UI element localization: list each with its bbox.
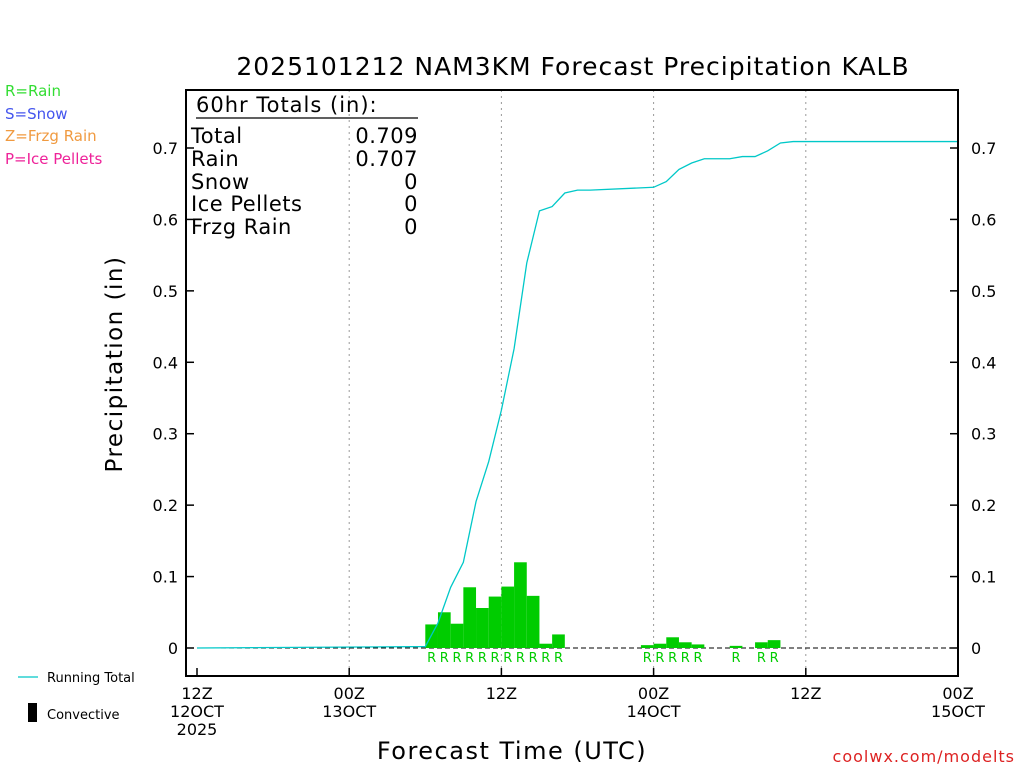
convective-bar xyxy=(437,612,451,648)
totals-label-rain: Rain xyxy=(191,147,239,171)
convective-bar xyxy=(691,644,705,648)
ptype-marker: R xyxy=(668,651,677,666)
y-tick-label: 0 xyxy=(168,639,178,658)
ptype-marker: R xyxy=(516,651,525,666)
x-tick-label: 14OCT xyxy=(627,702,681,721)
x-tick-label: 15OCT xyxy=(931,702,985,721)
convective-bar xyxy=(514,562,527,648)
y-tick-label-right: 0.5 xyxy=(971,282,996,301)
y-tick-label: 0.6 xyxy=(153,210,178,229)
totals-value-total: 0.709 xyxy=(355,124,418,148)
ptype-key-frzg-rain: Z=Frzg Rain xyxy=(5,127,97,145)
convective-bar xyxy=(767,640,781,648)
ptype-marker: R xyxy=(427,651,436,666)
convective-bar xyxy=(476,608,489,648)
totals-label-frzg-rain: Frzg Rain xyxy=(191,215,292,239)
totals-label-ice-pellets: Ice Pellets xyxy=(191,192,302,216)
ptype-marker: R xyxy=(770,651,779,666)
totals-box: 60hr Totals (in): Total 0.709 Rain 0.707… xyxy=(190,93,418,239)
legend: Running Total Convective xyxy=(18,671,135,723)
y-tick-label-right: 0.3 xyxy=(971,425,996,444)
y-axis-label: Precipitation (in) xyxy=(102,256,128,473)
convective-bar xyxy=(539,643,553,648)
ptype-marker: R xyxy=(529,651,538,666)
totals-value-ice-pellets: 0 xyxy=(404,192,418,216)
ptype-marker: R xyxy=(655,651,664,666)
legend-convective-label: Convective xyxy=(47,708,120,723)
convective-bar xyxy=(755,642,768,648)
convective-bar xyxy=(463,587,477,648)
ptype-marker: R xyxy=(452,651,461,666)
totals-label-total: Total xyxy=(190,124,243,148)
ptype-marker: R xyxy=(478,651,487,666)
y-tick-label: 0.5 xyxy=(153,282,178,301)
x-tick-label: 2025 xyxy=(177,720,218,739)
x-tick-label: 12OCT xyxy=(170,702,224,721)
convective-bar xyxy=(678,642,692,648)
y-tick-label-right: 0.2 xyxy=(971,496,996,515)
convective-bars xyxy=(425,562,781,648)
x-tick-label: 12Z xyxy=(486,684,517,703)
totals-value-snow: 0 xyxy=(404,170,418,194)
ptype-marker: R xyxy=(554,651,563,666)
y-tick-label-right: 0.4 xyxy=(971,353,996,372)
running-total-line xyxy=(196,140,958,649)
legend-running-total-label: Running Total xyxy=(47,671,135,686)
totals-rows: Total 0.709 Rain 0.707 Snow 0 Ice Pellet… xyxy=(190,124,418,239)
ptype-marker: R xyxy=(757,651,766,666)
legend-convective-swatch xyxy=(28,703,37,722)
ptype-marker: R xyxy=(681,651,690,666)
y-tick-label: 0.4 xyxy=(153,353,178,372)
x-tick-label: 00Z xyxy=(638,684,669,703)
y-ticks-left: 0 0.1 0.2 0.3 0.4 0.5 0.6 0.7 xyxy=(153,139,194,658)
ptype-key: R=Rain S=Snow Z=Frzg Rain P=Ice Pellets xyxy=(5,82,102,168)
totals-heading: 60hr Totals (in): xyxy=(196,93,378,117)
y-tick-label-right: 0 xyxy=(971,639,981,658)
convective-bar xyxy=(450,623,464,648)
convective-bar xyxy=(666,637,679,648)
x-tick-label: 12Z xyxy=(181,684,212,703)
y-tick-label: 0.7 xyxy=(153,139,178,158)
credit-text: coolwx.com/modelts xyxy=(833,747,1015,766)
y-tick-label-right: 0.1 xyxy=(971,568,996,587)
ptype-marker: R xyxy=(643,651,652,666)
y-tick-label-right: 0.7 xyxy=(971,139,996,158)
x-tick-label: 00Z xyxy=(942,684,973,703)
ptype-key-snow: S=Snow xyxy=(5,105,68,123)
convective-bar xyxy=(552,634,565,648)
convective-bar xyxy=(488,596,502,648)
convective-bar xyxy=(729,645,743,648)
y-ticks-right: 0 0.1 0.2 0.3 0.4 0.5 0.6 0.7 xyxy=(950,139,996,658)
x-tick-label: 12Z xyxy=(790,684,821,703)
convective-bar xyxy=(640,645,654,648)
ptype-key-ice-pellets: P=Ice Pellets xyxy=(5,150,102,168)
y-tick-label-right: 0.6 xyxy=(971,210,996,229)
ptype-marker: R xyxy=(491,651,500,666)
ptype-key-rain: R=Rain xyxy=(5,82,61,100)
y-tick-label: 0.1 xyxy=(153,568,178,587)
totals-value-rain: 0.707 xyxy=(355,147,418,171)
totals-label-snow: Snow xyxy=(191,170,250,194)
chart-title: 2025101212 NAM3KM Forecast Precipitation… xyxy=(236,52,909,81)
ptype-marker: R xyxy=(440,651,449,666)
ptype-marker: R xyxy=(693,651,702,666)
convective-bar xyxy=(526,595,540,648)
x-tick-label: 13OCT xyxy=(322,702,376,721)
totals-value-frzg-rain: 0 xyxy=(404,215,418,239)
convective-bar xyxy=(653,643,667,648)
ptype-marker: R xyxy=(541,651,550,666)
convective-bar xyxy=(501,586,515,648)
plot-frame xyxy=(185,89,959,677)
ptype-marker: R xyxy=(732,651,741,666)
convective-bar xyxy=(425,624,438,648)
y-tick-label: 0.2 xyxy=(153,496,178,515)
x-axis-label: Forecast Time (UTC) xyxy=(377,737,647,765)
x-tick-label: 00Z xyxy=(334,684,365,703)
y-tick-label: 0.3 xyxy=(153,425,178,444)
ptype-marker: R xyxy=(503,651,512,666)
ptype-marker: R xyxy=(465,651,474,666)
